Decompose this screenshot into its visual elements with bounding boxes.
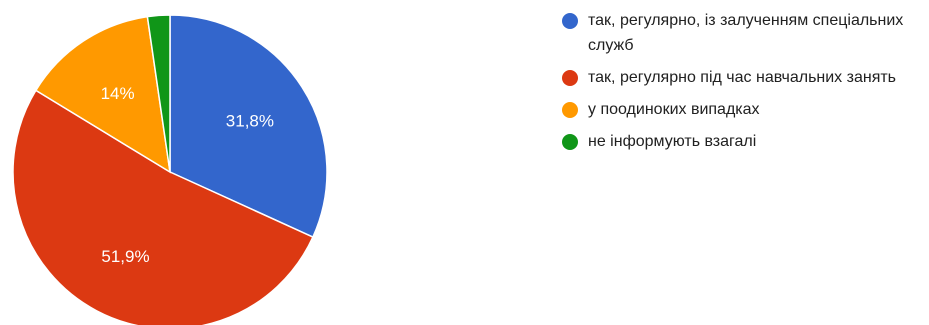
legend-swatch-icon — [562, 102, 578, 118]
legend-label: не інформують взагалі — [588, 133, 757, 150]
chart-legend: так, регулярно, із залученням спеціальни… — [562, 8, 929, 161]
pie-slice[interactable] — [34, 15, 171, 174]
legend-item[interactable]: так, регулярно, із залученням спеціальни… — [562, 8, 929, 58]
legend-label: у поодиноких випадках — [588, 101, 760, 118]
legend-item[interactable]: у поодиноких випадках — [562, 97, 929, 122]
legend-swatch-icon — [562, 13, 578, 29]
slice-value-label: 31,8% — [226, 112, 274, 131]
legend-item[interactable]: так, регулярно під час навчальних занять — [562, 65, 929, 90]
pie-slice[interactable] — [169, 14, 328, 239]
slice-value-label: 51,9% — [101, 247, 149, 266]
legend-label: так, регулярно під час навчальних занять — [588, 69, 897, 86]
legend-item[interactable]: не інформують взагалі — [562, 129, 929, 154]
pie-slice[interactable] — [146, 14, 171, 173]
pie-chart: 31,8% 51,9% 14% — [12, 14, 328, 325]
slice-value-label: 14% — [101, 84, 135, 103]
legend-label: так, регулярно, із залученням спеціальни… — [588, 12, 904, 54]
legend-swatch-icon — [562, 134, 578, 150]
legend-swatch-icon — [562, 70, 578, 86]
pie-slice[interactable] — [12, 89, 314, 325]
